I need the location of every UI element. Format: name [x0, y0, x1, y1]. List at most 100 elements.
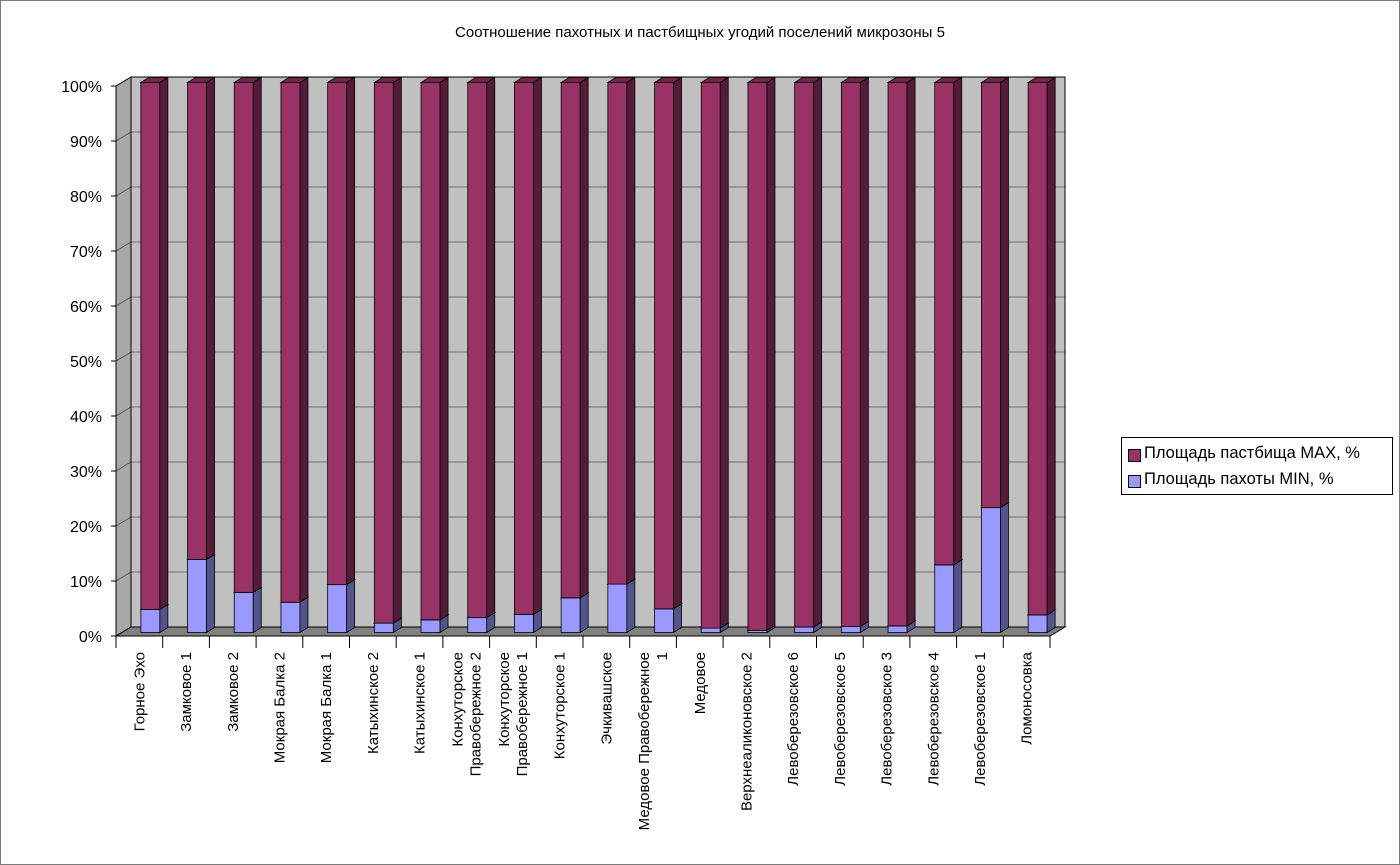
- bar-pasture: [467, 82, 488, 619]
- bar-pasture-side: [486, 76, 496, 619]
- bar-pasture: [373, 82, 394, 624]
- gridline-side: [115, 406, 132, 417]
- bar-pasture: [887, 82, 908, 627]
- bar-arable: [560, 597, 581, 633]
- bar-pasture: [560, 82, 581, 599]
- bar-arable: [1027, 614, 1048, 633]
- bar-pasture-top: [793, 77, 824, 83]
- bar-pasture: [1027, 82, 1048, 616]
- x-tick-label-line: Левоберезовское 3: [879, 652, 896, 786]
- bar-pasture-top: [279, 77, 310, 83]
- gridline-side: [115, 461, 132, 472]
- x-tick-label-line: Замковое 1: [178, 652, 195, 732]
- bar-pasture: [607, 82, 628, 585]
- bar-arable-side: [579, 592, 589, 634]
- x-tick-label-line: Катыхинское 1: [412, 652, 429, 754]
- bar-pasture-side: [533, 76, 542, 616]
- bar-pasture: [794, 82, 815, 628]
- x-tick-label-line: Правобережное 2: [467, 652, 484, 776]
- x-tick-label-line: Мокрая Балка 2: [271, 652, 288, 763]
- x-tick-label: Замковое 2: [225, 652, 242, 732]
- bar-arable-side: [626, 578, 636, 634]
- bar-arable: [934, 564, 955, 633]
- bar-pasture-side: [439, 76, 449, 621]
- bar-pasture-top: [606, 77, 637, 83]
- y-tick-label: 70%: [70, 244, 102, 261]
- x-tick-label: Верхнеаликоновское 2: [738, 652, 755, 811]
- bar-pasture-top: [232, 77, 263, 83]
- legend-label-pasture: Площадь пастбища MAX, %: [1144, 444, 1360, 462]
- x-tick-label: Мокрая Балка 2: [271, 652, 288, 763]
- x-tick-label: Левоберезовское 5: [832, 652, 849, 786]
- gridline-side: [115, 571, 132, 582]
- x-tick-label: Горное Эхо: [131, 652, 148, 731]
- bar-pasture-top: [186, 77, 216, 83]
- x-tick-label-line: Медовое: [692, 652, 709, 714]
- y-tick-label: 20%: [70, 519, 102, 536]
- x-tick-label: КонхуторскоеПравобережное 1: [496, 652, 531, 776]
- bar-arable: [794, 626, 815, 633]
- bar-pasture-top: [839, 77, 870, 83]
- y-tick-label: 80%: [70, 189, 102, 206]
- gridline-side: [115, 296, 132, 307]
- y-tick-label: 60%: [70, 299, 102, 316]
- bar-arable: [840, 626, 861, 633]
- bar-pasture-top: [513, 77, 543, 83]
- bar-pasture-side: [392, 76, 402, 624]
- gridline-side: [115, 131, 132, 142]
- bar-arable: [327, 584, 348, 633]
- bar-pasture: [327, 82, 348, 586]
- x-tick-label: Медовое Правобережное1: [636, 652, 671, 830]
- bar-pasture: [981, 82, 1001, 509]
- bar-pasture-top: [653, 77, 683, 83]
- gridline-side: [115, 516, 132, 527]
- bar-pasture-top: [419, 77, 450, 83]
- x-tick-label-line: Верхнеаликоновское 2: [738, 652, 755, 811]
- bar-arable: [654, 608, 674, 633]
- bar-arable: [187, 558, 207, 633]
- bar-arable-side: [953, 559, 963, 634]
- bar-pasture-top: [139, 77, 170, 83]
- bar-pasture-top: [1026, 77, 1057, 83]
- legend-label-arable: Площадь пахоты MIN, %: [1144, 470, 1334, 488]
- bar-pasture-side: [766, 76, 776, 632]
- x-tick-label: Конхуторское 1: [552, 652, 569, 759]
- bar-arable-side: [299, 596, 309, 634]
- bar-pasture-side: [813, 76, 823, 628]
- bar-pasture-side: [1046, 76, 1056, 616]
- gridline-side: [115, 241, 132, 252]
- bar-pasture-top: [326, 77, 357, 83]
- bar-pasture-top: [933, 77, 964, 83]
- bar-pasture-side: [206, 76, 215, 561]
- bar-arable-side: [206, 553, 215, 634]
- x-tick-label-line: Левоберезовское 6: [785, 652, 802, 786]
- bar-pasture-side: [906, 76, 916, 627]
- x-tick-label-line: Конхуторское: [496, 652, 513, 747]
- y-tick-label: 50%: [70, 354, 102, 371]
- bar-pasture: [233, 82, 254, 593]
- bar-pasture: [840, 82, 861, 627]
- bar-pasture-side: [1000, 76, 1009, 509]
- bar-pasture: [280, 82, 301, 603]
- x-tick-label: Ломоносовка: [1019, 651, 1036, 744]
- x-tick-label-line: Эчкивашское: [598, 652, 615, 745]
- bar-pasture: [700, 82, 721, 629]
- bar-pasture: [140, 82, 161, 610]
- bar-arable-side: [346, 578, 356, 634]
- bar-arable: [233, 591, 254, 633]
- bar-pasture: [187, 82, 207, 560]
- y-tick-label: 10%: [70, 574, 102, 591]
- bar-pasture-side: [159, 76, 169, 611]
- bar-arable: [607, 583, 628, 633]
- bar-pasture: [420, 82, 441, 621]
- x-tick-label: КонхуторскоеПравобережное 2: [449, 652, 484, 776]
- bar-pasture-top: [466, 77, 497, 83]
- bar-pasture: [514, 82, 534, 615]
- x-tick-label: Катыхинское 1: [412, 652, 429, 754]
- x-tick-label: Левоберезовское 3: [879, 652, 896, 786]
- bar-pasture-side: [299, 76, 309, 603]
- x-tick-label: Мокрая Балка 1: [318, 652, 335, 763]
- legend-swatch-arable: [1128, 475, 1141, 488]
- x-tick-label: Катыхинское 2: [365, 652, 382, 754]
- bar-pasture-side: [346, 76, 356, 586]
